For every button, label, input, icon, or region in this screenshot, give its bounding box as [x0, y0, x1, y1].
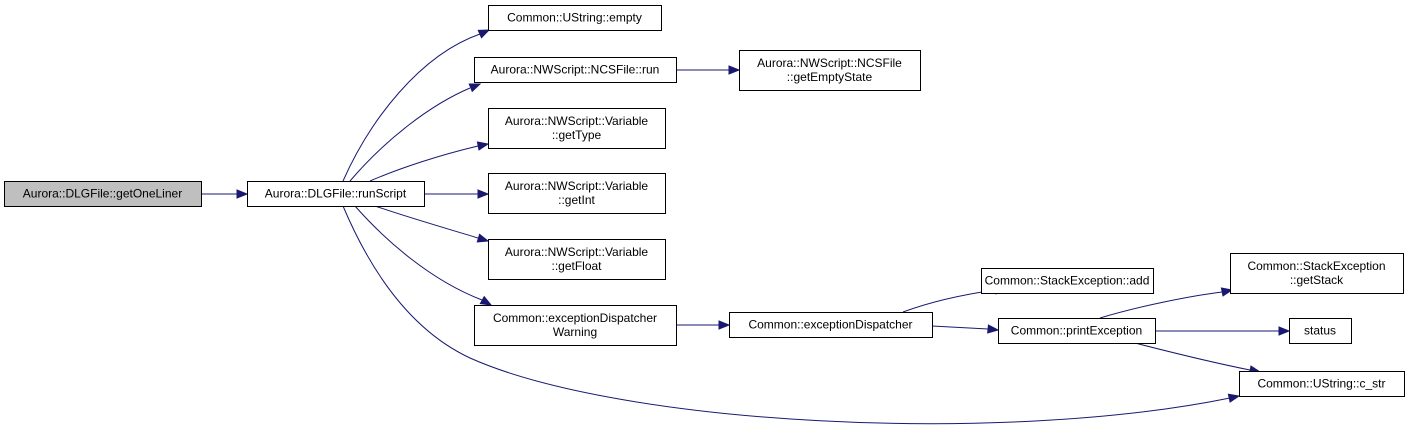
node-c_str[interactable]: Common::UString::c_str — [1239, 371, 1405, 397]
edge-line — [342, 33, 481, 182]
node-label: Aurora::NWScript::Variable — [505, 245, 648, 259]
node-box — [729, 312, 933, 338]
node-exDisp[interactable]: Common::exceptionDispatcher — [729, 312, 933, 338]
edge-printException-to-c_str — [1134, 342, 1262, 375]
node-label: Aurora::NWScript::NCSFile — [757, 56, 902, 70]
node-label: Aurora::NWScript::Variable — [505, 114, 648, 128]
arrow-head — [236, 189, 249, 199]
node-label: ::getStack — [1290, 273, 1344, 287]
node-label: Aurora::DLGFile::runScript — [265, 187, 407, 201]
node-box — [1239, 371, 1405, 397]
node-label: Common::exceptionDispatcher — [748, 318, 912, 332]
nodes-layer: Aurora::DLGFile::getOneLiner Aurora::DLGF… — [4, 5, 1405, 397]
node-box — [488, 5, 662, 31]
edge-line — [349, 87, 471, 182]
edge-runScript-to-ncsfile_run — [349, 83, 482, 182]
node-printException[interactable]: Common::printException — [998, 318, 1156, 344]
edge-runScript-to-ustring_empty — [342, 29, 491, 182]
node-label: ::getEmptyState — [787, 70, 873, 84]
node-box — [739, 50, 921, 91]
edge-exDispWarning-to-exDisp — [676, 320, 731, 330]
node-label: status — [1304, 324, 1336, 338]
node-label: ::getType — [552, 128, 602, 142]
node-box — [247, 181, 425, 207]
edge-printException-to-status — [1155, 326, 1291, 336]
node-box — [474, 57, 677, 83]
node-label: ::getInt — [558, 193, 595, 207]
node-label: Common::UString::c_str — [1257, 377, 1385, 391]
node-getEmptyState[interactable]: Aurora::NWScript::NCSFile::getEmptyState — [739, 50, 921, 91]
node-box — [981, 268, 1154, 294]
edge-line — [931, 325, 989, 330]
edge-line — [342, 205, 1231, 425]
node-label: Aurora::NWScript::NCSFile::run — [491, 63, 660, 77]
arrow-head — [728, 65, 741, 75]
edge-runScript-to-getFloat — [374, 205, 490, 243]
edge-runScript-to-getType — [369, 141, 490, 182]
arrow-head — [477, 29, 491, 39]
arrow-head — [1278, 326, 1291, 336]
node-label: Common::UString::empty — [507, 11, 642, 25]
edge-runScript-to-getInt — [424, 189, 490, 199]
node-box — [998, 318, 1156, 344]
edge-line — [374, 205, 479, 239]
node-label: Common::StackException — [1247, 259, 1385, 273]
node-box — [474, 305, 677, 346]
edge-ncsfile_run-to-getEmptyState — [676, 65, 741, 75]
node-label: Common::exceptionDispatcher — [493, 311, 657, 325]
node-getFloat[interactable]: Aurora::NWScript::Variable::getFloat — [488, 239, 666, 280]
edge-line — [369, 145, 479, 182]
edge-line — [354, 205, 483, 301]
edge-getOneLiner-to-runScript — [201, 189, 249, 199]
node-box — [488, 173, 666, 214]
arrow-head — [1227, 393, 1241, 403]
node-box — [488, 108, 666, 149]
node-box — [4, 181, 202, 207]
node-box — [1230, 253, 1404, 294]
arrow-head — [479, 295, 493, 306]
edges-layer — [201, 29, 1291, 425]
arrow-head — [1220, 287, 1234, 297]
edge-runScript-to-c_str — [342, 205, 1241, 425]
arrow-head — [476, 233, 490, 243]
edge-runScript-to-exDispWarning — [354, 205, 493, 306]
edge-printException-to-getStack — [1099, 287, 1234, 319]
node-getOneLiner[interactable]: Aurora::DLGFile::getOneLiner — [4, 181, 202, 207]
node-getType[interactable]: Aurora::NWScript::Variable::getType — [488, 108, 666, 149]
node-ustring_empty[interactable]: Common::UString::empty — [488, 5, 662, 31]
edge-line — [1134, 342, 1251, 371]
arrow-head — [718, 320, 731, 330]
node-box — [1289, 318, 1352, 344]
arrow-head — [987, 324, 1000, 334]
node-stackAdd[interactable]: Common::StackException::add — [981, 268, 1154, 294]
node-label: Warning — [553, 325, 597, 339]
node-status[interactable]: status — [1289, 318, 1352, 344]
arrow-head — [476, 141, 490, 151]
node-label: Aurora::NWScript::Variable — [505, 179, 648, 193]
edge-exDisp-to-printException — [931, 324, 1000, 334]
node-label: Common::printException — [1011, 324, 1142, 338]
node-label: Aurora::DLGFile::getOneLiner — [23, 187, 182, 201]
node-box — [488, 239, 666, 280]
arrow-head — [468, 83, 482, 93]
node-getStack[interactable]: Common::StackException::getStack — [1230, 253, 1404, 294]
edge-line — [1099, 291, 1223, 319]
node-getInt[interactable]: Aurora::NWScript::Variable::getInt — [488, 173, 666, 214]
node-runScript[interactable]: Aurora::DLGFile::runScript — [247, 181, 425, 207]
node-label: ::getFloat — [551, 259, 602, 273]
node-label: Common::StackException::add — [985, 274, 1150, 288]
node-ncsfile_run[interactable]: Aurora::NWScript::NCSFile::run — [474, 57, 677, 83]
arrow-head — [477, 189, 490, 199]
